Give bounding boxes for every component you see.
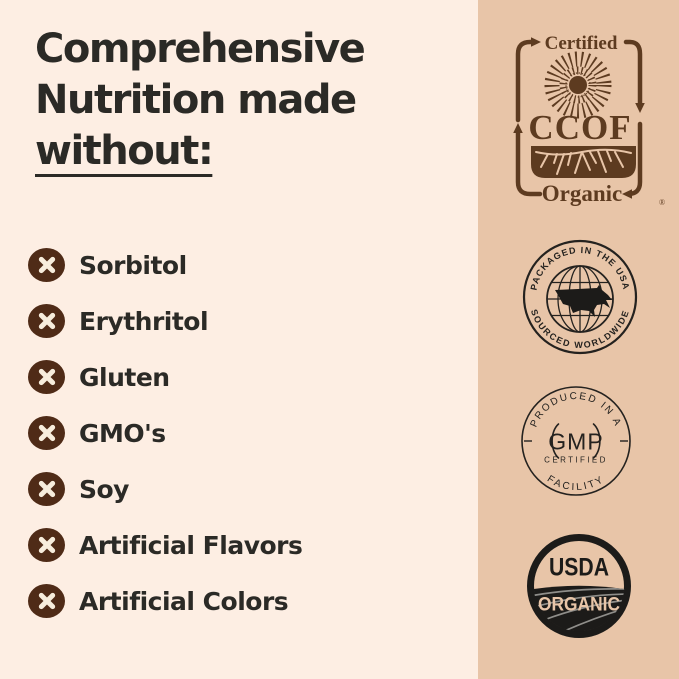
ccof-arrowheads-icon bbox=[513, 37, 645, 199]
sunflower-icon bbox=[544, 51, 612, 119]
parentheses-icon bbox=[551, 423, 601, 459]
heading-line-2: Nutrition made bbox=[35, 77, 357, 123]
no-x-icon bbox=[28, 472, 65, 506]
no-x-icon bbox=[28, 304, 65, 338]
list-item: Sorbitol bbox=[28, 248, 478, 282]
no-x-icon bbox=[28, 528, 65, 562]
stamp-outer-ring bbox=[521, 386, 631, 496]
list-item: GMO's bbox=[28, 416, 478, 450]
list-item-label: Artificial Colors bbox=[79, 586, 289, 616]
list-item: Gluten bbox=[28, 360, 478, 394]
stamp-outer-ring bbox=[522, 239, 638, 355]
usda-organic-label: ORGANIC bbox=[538, 595, 620, 616]
list-item: Soy bbox=[28, 472, 478, 506]
certification-panel: Certified CCOF Organic ® PAC bbox=[478, 0, 679, 679]
no-x-icon bbox=[28, 584, 65, 618]
usa-map-icon bbox=[555, 285, 612, 317]
list-item: Erythritol bbox=[28, 304, 478, 338]
list-item-label: Gluten bbox=[79, 362, 170, 392]
usda-label: USDA bbox=[549, 554, 609, 582]
heading-line-3: without: bbox=[35, 128, 214, 174]
list-item: Artificial Flavors bbox=[28, 528, 478, 562]
list-item-label: Artificial Flavors bbox=[79, 530, 303, 560]
list-item: Artificial Colors bbox=[28, 584, 478, 618]
ccof-cycle-arrows-icon bbox=[515, 39, 643, 197]
ccof-organic-label: Organic bbox=[542, 181, 623, 206]
gmp-certified-facility-stamp: GMP CERTIFIED PRODUCED IN A FACILITY bbox=[521, 386, 631, 496]
gmp-acronym-label: GMP bbox=[548, 429, 603, 455]
packaged-in-usa-stamp: PACKAGED IN THE USA SOURCED WORLDWIDE bbox=[522, 239, 638, 355]
heading-line-1: Comprehensive bbox=[35, 26, 366, 72]
list-item-label: Soy bbox=[79, 474, 129, 504]
soil-roots-icon bbox=[531, 146, 636, 178]
no-x-icon bbox=[28, 416, 65, 450]
gmp-top-label: PRODUCED IN A bbox=[529, 391, 622, 429]
list-item-label: Sorbitol bbox=[79, 250, 187, 280]
no-x-icon bbox=[28, 248, 65, 282]
list-item-label: Erythritol bbox=[79, 306, 209, 336]
left-panel: Comprehensive Nutrition made without: Sorb… bbox=[0, 0, 478, 679]
excluded-ingredients-list: Sorbitol Erythritol Gluten GMO's Soy Art… bbox=[28, 248, 478, 618]
usda-organic-seal: USDA ORGANIC bbox=[527, 534, 631, 638]
list-item-label: GMO's bbox=[79, 418, 166, 448]
page-title: Comprehensive Nutrition made without: bbox=[35, 24, 478, 177]
ccof-certified-organic-badge: Certified CCOF Organic ® bbox=[513, 33, 665, 207]
ccof-acronym-label: CCOF bbox=[528, 108, 631, 147]
svg-text:PRODUCED IN A: PRODUCED IN A bbox=[529, 391, 624, 429]
ccof-certified-label: Certified bbox=[545, 33, 618, 54]
gmp-certified-label: CERTIFIED bbox=[544, 456, 608, 465]
no-x-icon bbox=[28, 360, 65, 394]
registered-trademark-symbol: ® bbox=[659, 198, 665, 207]
